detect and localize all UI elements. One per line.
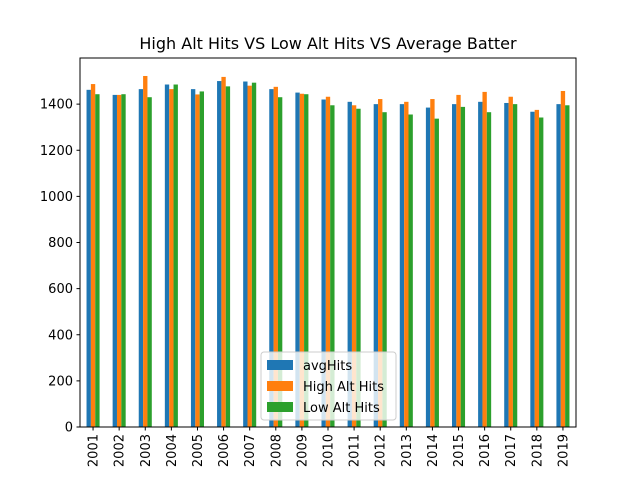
bar-avghits-2017 bbox=[504, 102, 509, 427]
bar-high-alt-hits-2017 bbox=[508, 96, 513, 427]
bar-high-alt-hits-2016 bbox=[482, 91, 487, 428]
legend-swatch bbox=[267, 360, 293, 370]
bar-avghits-2009 bbox=[295, 92, 300, 427]
bar-avghits-2018 bbox=[530, 111, 535, 428]
legend: avgHits High Alt Hits Low Alt Hits bbox=[260, 351, 397, 421]
bar-high-alt-hits-2013 bbox=[404, 101, 409, 427]
bar-low-alt-hits-2010 bbox=[330, 105, 335, 427]
bar-high-alt-hits-2001 bbox=[90, 84, 96, 427]
bar-high-alt-hits-2006 bbox=[221, 76, 226, 427]
bar-avghits-2019 bbox=[556, 104, 561, 428]
x-tick-label: 2015 bbox=[452, 434, 467, 467]
bar-low-alt-hits-2017 bbox=[512, 104, 518, 428]
bar-avghits-2014 bbox=[425, 107, 431, 427]
bar-avghits-2008 bbox=[269, 89, 274, 427]
y-tick-label: 400 bbox=[48, 328, 73, 343]
y-tick-label: 200 bbox=[48, 374, 73, 389]
x-tick-label: 2019 bbox=[556, 434, 571, 467]
x-tick-label: 2004 bbox=[165, 434, 180, 467]
plot-area-frame bbox=[79, 57, 577, 428]
x-tick-label: 2017 bbox=[504, 434, 519, 467]
axis-ticks: 0 200 400 600 800 1000 1200 1400 2001 2002 2003 200… bbox=[40, 98, 572, 467]
x-tick-label: 2002 bbox=[113, 434, 128, 467]
bar-avghits-2003 bbox=[138, 89, 144, 427]
bar-high-alt-hits-2007 bbox=[247, 85, 252, 428]
x-tick-label: 2001 bbox=[87, 434, 102, 467]
bar-avghits-2012 bbox=[373, 104, 379, 428]
bar-high-alt-hits-2012 bbox=[378, 99, 383, 428]
bar-high-alt-hits-2009 bbox=[299, 93, 305, 427]
bars-layer bbox=[86, 75, 570, 428]
legend-label: Low Alt Hits bbox=[303, 401, 380, 416]
y-tick-label: 600 bbox=[48, 282, 73, 297]
bar-low-alt-hits-2006 bbox=[225, 86, 231, 428]
bar-high-alt-hits-2014 bbox=[430, 99, 435, 428]
bar-low-alt-hits-2003 bbox=[147, 97, 152, 428]
bar-high-alt-hits-2005 bbox=[195, 94, 200, 427]
bar-low-alt-hits-2019 bbox=[565, 105, 570, 427]
bar-low-alt-hits-2001 bbox=[95, 94, 100, 428]
bar-low-alt-hits-2005 bbox=[199, 91, 204, 427]
bar-low-alt-hits-2011 bbox=[356, 108, 361, 428]
x-tick-label: 2016 bbox=[478, 434, 493, 467]
bar-avghits-2007 bbox=[243, 81, 248, 428]
bar-high-alt-hits-2011 bbox=[351, 105, 357, 427]
x-tick-label: 2008 bbox=[269, 434, 284, 467]
x-tick-label: 2010 bbox=[322, 434, 337, 467]
bar-high-alt-hits-2018 bbox=[534, 109, 540, 427]
bar-low-alt-hits-2009 bbox=[304, 94, 309, 428]
bar-low-alt-hits-2016 bbox=[486, 112, 492, 427]
legend-swatch bbox=[267, 381, 293, 391]
bar-low-alt-hits-2004 bbox=[173, 84, 178, 428]
bar-low-alt-hits-2015 bbox=[460, 106, 466, 427]
bar-low-alt-hits-2013 bbox=[408, 114, 413, 427]
x-tick-label: 2009 bbox=[295, 434, 310, 467]
legend-label: avgHits bbox=[303, 359, 352, 374]
y-tick-label: 800 bbox=[48, 236, 73, 251]
bar-low-alt-hits-2002 bbox=[121, 94, 126, 428]
y-tick-label: 1400 bbox=[40, 98, 73, 113]
bar-low-alt-hits-2018 bbox=[539, 117, 544, 427]
bar-high-alt-hits-2003 bbox=[143, 75, 148, 428]
legend-label: High Alt Hits bbox=[303, 380, 384, 395]
y-tick-label: 1200 bbox=[40, 144, 73, 159]
x-tick-label: 2011 bbox=[348, 434, 363, 467]
bar-avghits-2016 bbox=[478, 101, 483, 427]
bar-high-alt-hits-2002 bbox=[116, 94, 122, 428]
bar-avghits-2013 bbox=[399, 104, 405, 428]
bar-avghits-2010 bbox=[321, 99, 326, 427]
bar-avghits-2015 bbox=[452, 104, 457, 428]
bar-avghits-2001 bbox=[86, 89, 91, 427]
x-tick-label: 2013 bbox=[400, 434, 415, 467]
bar-avghits-2002 bbox=[112, 94, 117, 428]
bar-low-alt-hits-2012 bbox=[382, 112, 387, 427]
bar-high-alt-hits-2004 bbox=[169, 89, 174, 427]
x-tick-label: 2005 bbox=[191, 434, 206, 467]
x-tick-label: 2007 bbox=[243, 434, 258, 467]
y-tick-label: 1000 bbox=[40, 190, 73, 205]
bar-avghits-2005 bbox=[190, 89, 196, 427]
bar-high-alt-hits-2015 bbox=[456, 94, 461, 428]
legend-swatch bbox=[267, 402, 293, 412]
legend-box bbox=[260, 351, 397, 421]
x-tick-label: 2003 bbox=[139, 434, 154, 467]
bar-high-alt-hits-2008 bbox=[273, 86, 278, 427]
x-tick-label: 2018 bbox=[530, 434, 545, 467]
x-tick-label: 2012 bbox=[374, 434, 389, 467]
x-tick-label: 2006 bbox=[217, 434, 232, 467]
bar-low-alt-hits-2008 bbox=[277, 97, 283, 428]
bar-high-alt-hits-2019 bbox=[560, 90, 566, 427]
chart-title: High Alt Hits VS Low Alt Hits VS Average… bbox=[139, 34, 517, 53]
bar-avghits-2011 bbox=[347, 101, 352, 427]
bar-low-alt-hits-2014 bbox=[434, 118, 439, 428]
bar-avghits-2004 bbox=[164, 84, 170, 428]
x-tick-label: 2014 bbox=[426, 434, 441, 467]
bar-high-alt-hits-2010 bbox=[325, 96, 331, 427]
y-tick-label: 0 bbox=[65, 421, 73, 436]
bar-low-alt-hits-2007 bbox=[251, 82, 257, 428]
bar-avghits-2006 bbox=[217, 81, 222, 427]
